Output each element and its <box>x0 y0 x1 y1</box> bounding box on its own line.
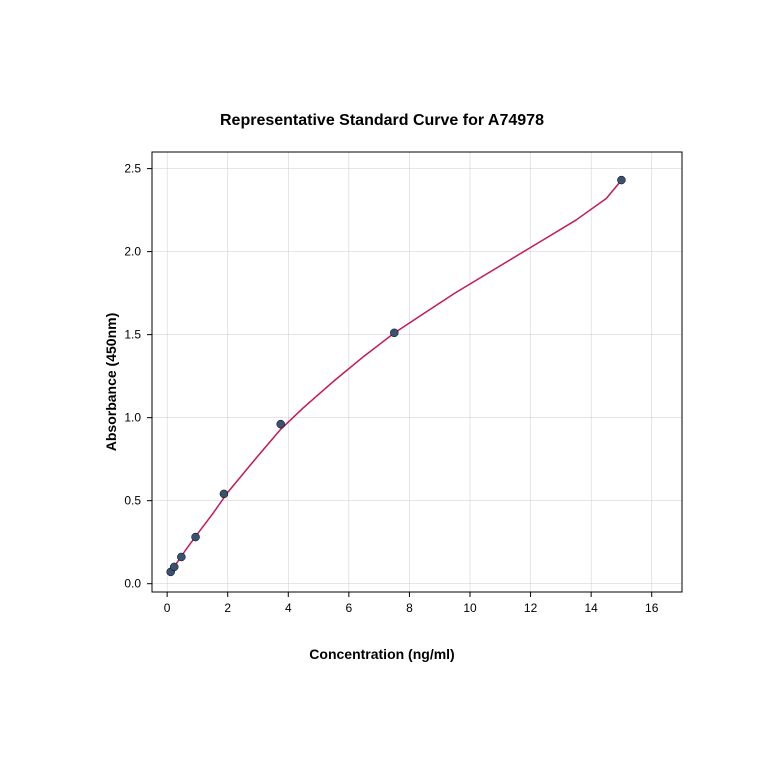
svg-text:8: 8 <box>406 601 413 615</box>
svg-text:2.0: 2.0 <box>124 245 141 259</box>
y-axis-label: Absorbance (450nm) <box>103 313 119 451</box>
svg-text:1.5: 1.5 <box>124 328 141 342</box>
svg-text:10: 10 <box>463 601 477 615</box>
chart-container: Representative Standard Curve for A74978… <box>72 112 692 652</box>
chart-svg: 02468101214160.00.51.01.52.02.5 <box>152 152 682 592</box>
svg-text:1.0: 1.0 <box>124 411 141 425</box>
svg-text:0: 0 <box>164 601 171 615</box>
svg-text:16: 16 <box>645 601 659 615</box>
x-axis-label: Concentration (ng/ml) <box>72 646 692 662</box>
svg-text:14: 14 <box>584 601 598 615</box>
svg-text:0.0: 0.0 <box>124 577 141 591</box>
svg-text:0.5: 0.5 <box>124 494 141 508</box>
svg-text:2: 2 <box>224 601 231 615</box>
chart-title: Representative Standard Curve for A74978 <box>72 112 692 130</box>
svg-text:12: 12 <box>524 601 538 615</box>
svg-text:2.5: 2.5 <box>124 162 141 176</box>
svg-text:4: 4 <box>285 601 292 615</box>
plot-area: 02468101214160.00.51.01.52.02.5 <box>152 152 682 592</box>
svg-text:6: 6 <box>346 601 353 615</box>
